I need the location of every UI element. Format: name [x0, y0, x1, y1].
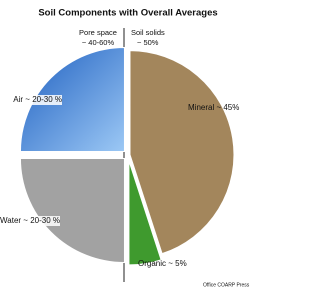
slice-label: Air ~ 20-30 % — [13, 95, 62, 104]
annotation: ~ 50% — [137, 38, 159, 47]
pie-slice — [20, 159, 124, 263]
chart: Soil Components with Overall Averages Po… — [0, 0, 257, 291]
annotation: Pore space — [79, 28, 117, 37]
slice-label: Mineral ~ 45% — [188, 103, 239, 112]
slice-label: Organic ~ 5% — [138, 259, 187, 268]
annotation: ~ 40-60% — [82, 38, 115, 47]
chart-title: Soil Components with Overall Averages — [38, 8, 217, 19]
annotation: Soil solids — [131, 28, 165, 37]
credit: Office COARP Press — [203, 282, 250, 288]
slice-label: Water ~ 20-30 % — [0, 216, 60, 225]
